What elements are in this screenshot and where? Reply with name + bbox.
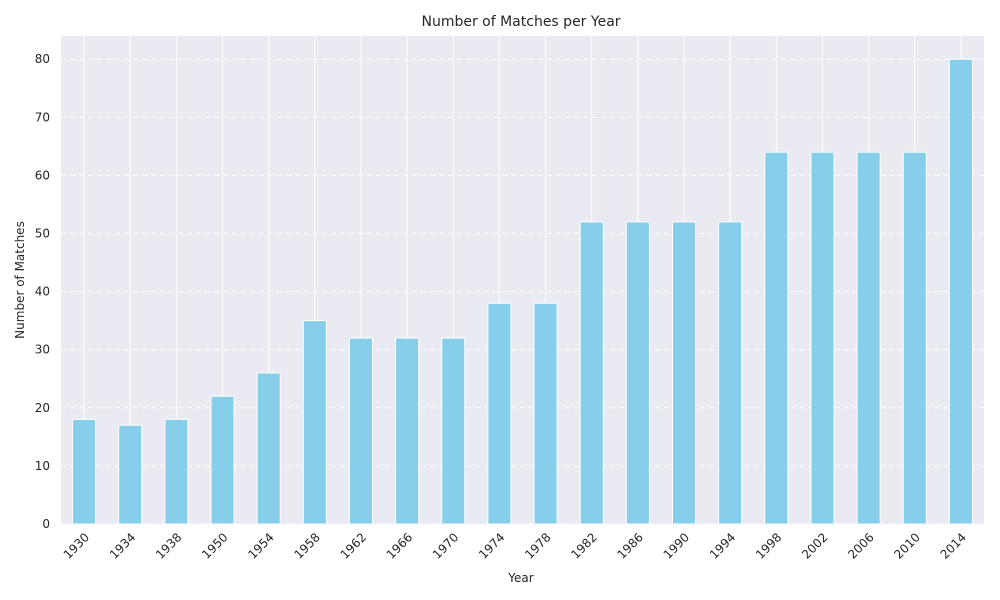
x-tick-label: 1978: [522, 530, 553, 561]
bar-1966: [395, 337, 420, 525]
bar-1970: [441, 337, 466, 525]
bar-1994: [718, 221, 743, 525]
x-tick-label: 2014: [938, 530, 969, 561]
x-tick-labels: 1930 1934 1938 1950 1954 1958 1962 1966 1970 1974…: [61, 530, 969, 561]
x-tick-label: 1986: [614, 530, 645, 561]
plot-background: [61, 36, 984, 524]
y-tick-label: 30: [35, 343, 50, 357]
x-tick-label: 2010: [891, 530, 922, 561]
bar-1962: [348, 337, 374, 525]
y-tick-label: 60: [35, 168, 50, 182]
bar-1954: [256, 372, 281, 525]
x-tick-label: 1934: [107, 530, 138, 561]
x-tick-label: 1982: [568, 530, 599, 561]
bar-2010: [902, 151, 927, 525]
x-tick-label: 1930: [61, 530, 92, 561]
x-tick-label: 1966: [384, 530, 415, 561]
bar-1950: [210, 395, 235, 525]
x-tick-label: 1990: [661, 530, 692, 561]
bar-1998: [764, 151, 789, 525]
bar-1990: [671, 221, 697, 525]
x-tick-label: 1950: [199, 530, 230, 561]
y-tick-label: 10: [35, 459, 50, 473]
bar-1934: [118, 424, 143, 525]
bar-1938: [164, 418, 189, 525]
y-tick-label: 50: [35, 227, 50, 241]
bar-2002: [810, 151, 835, 525]
bar-1930: [72, 418, 97, 525]
x-tick-label: 1938: [153, 530, 184, 561]
x-tick-label: 1998: [753, 530, 784, 561]
bars-group: [72, 58, 973, 525]
bar-2006: [856, 151, 881, 525]
y-tick-labels: 0 10 20 30 40 50 60 70 80: [35, 52, 50, 531]
bar-2014: [948, 58, 973, 525]
x-tick-label: 2006: [845, 530, 876, 561]
x-tick-label: 1994: [707, 530, 738, 561]
x-tick-label: 1954: [245, 530, 276, 561]
y-tick-label: 40: [35, 285, 50, 299]
y-tick-label: 70: [35, 110, 50, 124]
x-axis-label: Year: [507, 571, 533, 585]
x-tick-label: 1974: [476, 530, 507, 561]
y-axis-label: Number of Matches: [13, 221, 27, 339]
x-tick-label: 1958: [291, 530, 322, 561]
chart-title: Number of Matches per Year: [421, 14, 620, 30]
bar-1978: [533, 302, 558, 525]
x-tick-label: 2002: [799, 530, 830, 561]
bar-1986: [625, 221, 650, 525]
y-tick-label: 0: [42, 517, 50, 531]
bar-1974: [487, 302, 512, 525]
bar-1958: [302, 320, 327, 525]
bar-1982: [579, 221, 604, 525]
x-tick-label: 1970: [430, 530, 461, 561]
y-tick-label: 80: [35, 52, 50, 66]
y-tick-label: 20: [35, 401, 50, 415]
x-tick-label: 1962: [338, 530, 369, 561]
